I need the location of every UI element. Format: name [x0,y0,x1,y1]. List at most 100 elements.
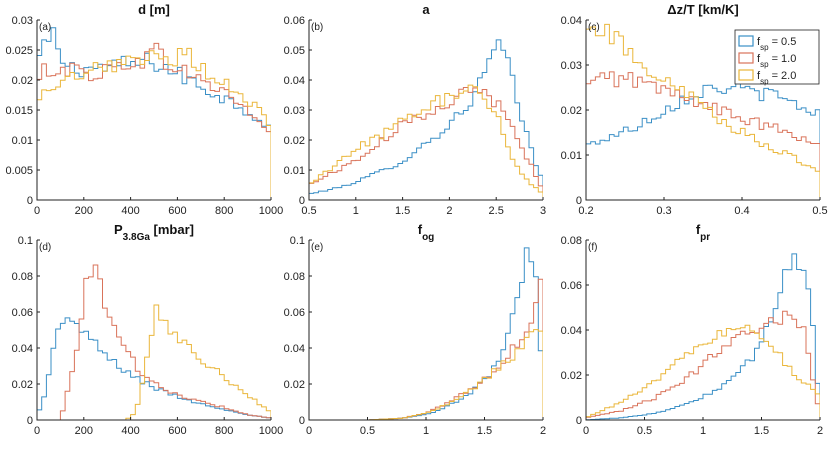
legend-entry-base: f [757,36,761,48]
x-tick-label: 1 [700,425,706,437]
legend-entry-suffix: = 2.0 [769,70,797,82]
panel-title: P3.8Ga [mbar] [114,222,194,243]
panel-title-main: Δz/T [km/K] [667,2,738,17]
legend-entry-suffix: = 0.5 [769,36,797,48]
x-tick-label: 3 [540,205,546,217]
legend-swatch [738,52,754,64]
y-tick-label: 0.04 [284,343,305,355]
x-tick-label: 2 [817,425,823,437]
y-tick-label: 0.06 [12,307,33,319]
x-tick-label: 0 [34,425,40,437]
y-tick-label: 0 [299,195,305,207]
y-tick-label: 0.02 [284,379,305,391]
y-tick-label: 0.05 [284,45,305,57]
legend-entry-sub: sp [760,60,769,69]
legend-entry: fsp = 0.5 [757,36,796,52]
y-tick-label: 0.08 [284,271,305,283]
x-tick-label: 0.5 [812,205,827,217]
legend-entry-base: f [757,53,761,65]
x-tick-label: 1.5 [477,425,492,437]
x-tick-label: 600 [168,425,186,437]
y-tick-label: 0.03 [284,105,305,117]
y-tick-label: 0.01 [284,165,305,177]
y-tick-label: 0.02 [12,75,33,87]
legend-swatch [738,69,754,81]
histogram-series-s20 [37,47,271,200]
x-tick-label: 0 [34,205,40,217]
x-tick-label: 600 [168,205,186,217]
panel-title-main: d [m] [138,2,170,17]
panel-label: (e) [311,242,323,253]
y-tick-label: 0 [576,195,582,207]
axes-frame [308,240,543,421]
panel-title: d [m] [138,2,170,17]
histogram-series-s05 [309,39,543,200]
y-tick-label: 0.005 [5,165,33,177]
y-tick-label: 0 [27,195,33,207]
x-tick-label: 200 [75,205,93,217]
panel-title: fpr [696,222,710,243]
x-tick-label: 1000 [259,425,283,437]
y-tick-label: 0.02 [12,379,33,391]
x-tick-label: 1.5 [754,425,769,437]
series-group [586,23,820,200]
series-group [37,27,271,200]
y-tick-label: 0.06 [284,307,305,319]
y-tick-label: 0.03 [561,60,582,72]
x-tick-label: 1.5 [395,205,410,217]
x-tick-label: 400 [121,425,139,437]
y-tick-label: 0 [576,415,582,427]
y-tick-label: 0.04 [12,343,33,355]
histogram-series-s20 [37,304,271,420]
x-tick-label: 1000 [259,205,283,217]
y-tick-label: 0.02 [561,105,582,117]
y-tick-label: 0 [299,415,305,427]
x-tick-label: 0.2 [578,205,593,217]
panel-label: (c) [588,22,600,33]
panel-title-main: f [418,222,423,237]
histogram-series-s20 [309,84,543,200]
y-tick-label: 0.08 [561,235,582,247]
x-tick-label: 0.5 [360,425,375,437]
legend-entry-sub: sp [760,43,769,52]
series-group [309,39,543,200]
panel-b: a 0.5 1 1.5 2 2.5 3 0 0.01 0.02 0.03 0.04 0.05 0.06 (b… [284,2,546,217]
x-tick-label: 2 [540,425,546,437]
x-tick-label: 2 [446,205,452,217]
x-tick-label: 0.4 [734,205,749,217]
histogram-series-s10 [309,278,543,420]
histogram-series-s10 [37,264,271,420]
y-tick-label: 0.06 [284,15,305,27]
y-tick-label: 0.1 [290,235,305,247]
panel-title-main: P [114,222,123,237]
x-tick-label: 1 [423,425,429,437]
histogram-series-s20 [586,23,820,200]
y-tick-label: 0.06 [561,280,582,292]
histogram-series-s20 [309,329,543,420]
x-tick-label: 200 [75,425,93,437]
x-tick-label: 0.5 [301,205,316,217]
legend-entry-sub: sp [760,77,769,86]
x-tick-label: 1 [353,205,359,217]
y-tick-label: 0.04 [561,325,582,337]
panel-title-sub: 3.8Ga [123,232,151,243]
y-tick-label: 0.1 [18,235,33,247]
panel-title-sub: pr [700,232,710,243]
x-tick-label: 0.5 [637,425,652,437]
y-tick-label: 0.03 [12,15,33,27]
histogram-series-s10 [586,310,820,420]
y-tick-label: 0.01 [12,135,33,147]
histogram-series-s05 [309,247,543,420]
panel-title-sub: og [422,232,434,243]
x-tick-label: 0.3 [656,205,671,217]
histogram-series-s10 [309,87,543,200]
x-tick-label: 800 [215,425,233,437]
histogram-series-s20 [586,324,820,420]
y-tick-label: 0.02 [561,370,582,382]
x-tick-label: 400 [121,205,139,217]
legend-entry: fsp = 2.0 [757,70,796,86]
panel-c: Δz/T [km/K] 0.2 0.3 0.4 0.5 0 0.01 0.02 0.03 0.04… [561,2,828,217]
legend-swatch [738,35,754,47]
panel-label: (f) [588,242,597,253]
x-tick-label: 0 [583,425,589,437]
